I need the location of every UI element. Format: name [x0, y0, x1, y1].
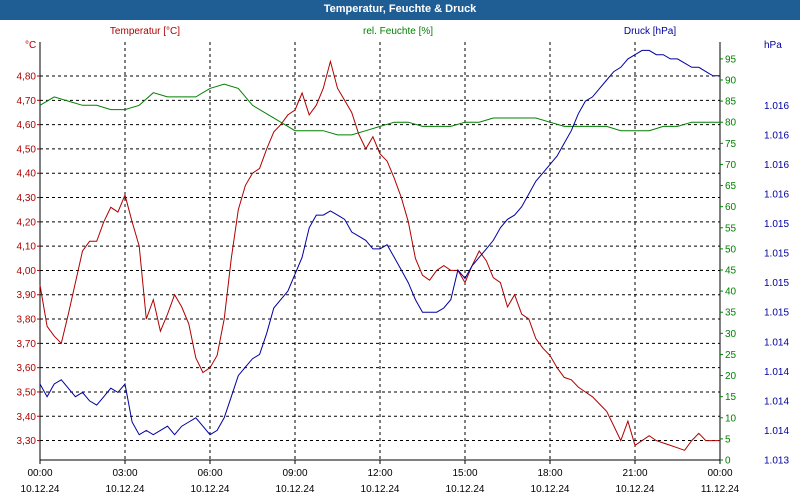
temperature-tick-label: 3,40: [17, 412, 37, 423]
x-tick-time: 06:00: [197, 468, 222, 479]
x-tick-time: 12:00: [367, 468, 392, 479]
humidity-tick-label: 15: [725, 392, 737, 403]
temperature-tick-label: 4,20: [17, 217, 37, 228]
pressure-tick-label: 1.014: [764, 367, 789, 378]
pressure-tick-label: 1.016: [764, 101, 789, 112]
pressure-tick-label: 1.013: [764, 456, 789, 467]
series: [39, 49, 720, 451]
window-title: Temperatur, Feuchte & Druck: [0, 0, 800, 20]
pressure-tick-label: 1.016: [764, 130, 789, 141]
x-tick-time: 21:00: [622, 468, 647, 479]
humidity-tick-label: 60: [725, 202, 737, 213]
x-tick-time: 18:00: [537, 468, 562, 479]
humidity-tick-label: 85: [725, 97, 737, 108]
temperature-tick-label: 3,80: [17, 315, 37, 326]
x-tick-date: 10.12.24: [191, 484, 230, 495]
humidity-axis-label: rel. Feuchte [%]: [363, 26, 433, 37]
temperature-series-line: [39, 59, 720, 451]
temperature-tick-label: 3,60: [17, 363, 37, 374]
temperature-tick-label: 4,60: [17, 120, 37, 131]
pressure-tick-label: 1.014: [764, 337, 789, 348]
pressure-tick-label: 1.016: [764, 190, 789, 201]
pressure-tick-label: 1.015: [764, 249, 789, 260]
humidity-tick-label: 95: [725, 54, 737, 65]
x-tick-date: 10.12.24: [361, 484, 400, 495]
temperature-tick-label: 4,10: [17, 242, 37, 253]
pressure-unit: hPa: [764, 40, 782, 51]
temperature-tick-label: 3,30: [17, 436, 37, 447]
weather-chart: 00:00 10.12.24 03:00 10.12.24 06:00 10.12.24 0…: [17, 26, 790, 495]
humidity-tick-label: 10: [725, 413, 737, 424]
x-tick-date: 10.12.24: [276, 484, 315, 495]
x-tick-time: 15:00: [452, 468, 477, 479]
x-tick-date: 10.12.24: [531, 484, 570, 495]
pressure-tick-label: 1.015: [764, 278, 789, 289]
temperature-tick-label: 3,90: [17, 290, 37, 301]
pressure-tick-label: 1.014: [764, 426, 789, 437]
humidity-tick-label: 25: [725, 350, 737, 361]
temperature-tick-label: 3,50: [17, 387, 37, 398]
humidity-tick-label: 75: [725, 139, 737, 150]
humidity-tick-label: 90: [725, 76, 737, 87]
temperature-tick-label: 3,70: [17, 339, 37, 350]
pressure-tick-label: 1.016: [764, 160, 789, 171]
pressure-axis-label: Druck [hPa]: [624, 26, 676, 37]
temperature-tick-label: 4,80: [17, 72, 37, 83]
x-tick-time: 00:00: [707, 468, 732, 479]
temperature-tick-label: 4,30: [17, 193, 37, 204]
x-tick-time: 00:00: [27, 468, 52, 479]
humidity-tick-label: 20: [725, 371, 737, 382]
humidity-tick-label: 45: [725, 266, 737, 277]
humidity-tick-label: 70: [725, 160, 737, 171]
x-tick-date: 11.12.24: [701, 484, 740, 495]
x-tick-date: 10.12.24: [616, 484, 655, 495]
temperature-tick-label: 4,40: [17, 169, 37, 180]
x-tick-time: 09:00: [282, 468, 307, 479]
humidity-tick-label: 5: [725, 434, 731, 445]
x-tick-date: 10.12.24: [21, 484, 60, 495]
humidity-tick-label: 0: [725, 456, 731, 467]
temperature-tick-label: 4,70: [17, 96, 37, 107]
humidity-tick-label: 65: [725, 181, 737, 192]
temperature-tick-label: 4,50: [17, 144, 37, 155]
pressure-tick-label: 1.014: [764, 396, 789, 407]
humidity-tick-label: 40: [725, 287, 737, 298]
humidity-series-line: [39, 83, 720, 136]
humidity-tick-label: 30: [725, 329, 737, 340]
temperature-tick-label: 4,00: [17, 266, 37, 277]
x-tick-date: 10.12.24: [106, 484, 145, 495]
x-tick-date: 10.12.24: [446, 484, 485, 495]
humidity-tick-label: 50: [725, 244, 737, 255]
temperature-unit: °C: [25, 40, 36, 51]
x-tick-time: 03:00: [112, 468, 137, 479]
humidity-tick-label: 35: [725, 308, 737, 319]
axes: 00:00 10.12.24 03:00 10.12.24 06:00 10.12.24 0…: [17, 26, 790, 495]
humidity-tick-label: 55: [725, 223, 737, 234]
pressure-tick-label: 1.015: [764, 308, 789, 319]
temperature-axis-label: Temperatur [°C]: [110, 26, 180, 37]
pressure-series-line: [39, 49, 720, 436]
grid: [39, 42, 721, 461]
pressure-tick-label: 1.015: [764, 219, 789, 230]
humidity-tick-label: 80: [725, 118, 737, 129]
